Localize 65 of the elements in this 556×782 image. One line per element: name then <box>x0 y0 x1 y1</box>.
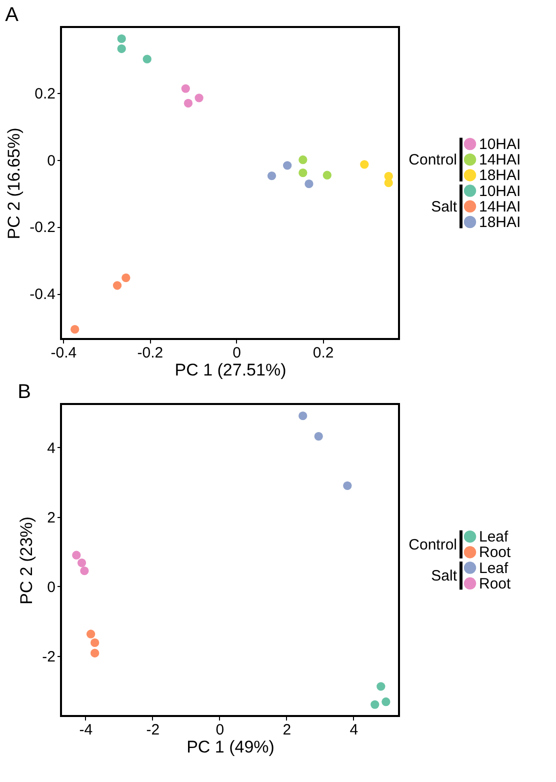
x-tick-label: -4 <box>79 722 93 738</box>
x-axis-title: PC 1 (27.51%) <box>174 360 286 380</box>
x-axis-title: PC 1 (49%) <box>186 738 274 756</box>
point <box>283 161 292 170</box>
legend-label: 14HAI <box>479 152 521 169</box>
point <box>298 155 308 164</box>
point <box>298 411 308 420</box>
point <box>376 682 386 691</box>
point <box>117 34 126 44</box>
text: Salt <box>431 568 458 585</box>
point <box>181 84 190 93</box>
point <box>314 432 323 441</box>
legend-label: 14HAI <box>479 198 521 216</box>
x-tick-label: 4 <box>350 722 358 738</box>
point <box>90 638 100 648</box>
point <box>72 550 81 560</box>
legend-label: Root <box>479 575 512 592</box>
y-tick-label: -2 <box>42 648 56 666</box>
point <box>194 94 204 102</box>
chart-title: B <box>18 381 32 403</box>
text: Control <box>408 536 457 554</box>
x-tick-label: 2 <box>282 722 292 738</box>
y-axis-title: PC 2 (23%) <box>17 516 36 604</box>
x-tick-label: 0.2 <box>312 344 334 362</box>
point <box>384 178 393 188</box>
legend-label: Root <box>479 544 512 562</box>
point <box>360 160 369 169</box>
legend-label: Leaf <box>479 528 510 546</box>
x-tick-label: 0 <box>216 722 224 738</box>
point <box>304 180 314 188</box>
legend-label: 10HAI <box>479 136 521 153</box>
point <box>86 630 96 638</box>
legend-label: 18HAI <box>479 167 521 184</box>
point <box>298 168 308 178</box>
point <box>343 481 352 490</box>
point <box>322 170 332 180</box>
legend-label: 10HAI <box>479 182 521 200</box>
y-tick-label: -0.2 <box>30 219 56 236</box>
point <box>184 98 193 108</box>
point <box>142 54 152 64</box>
point <box>80 566 89 576</box>
x-tick-label: 0 <box>232 344 241 362</box>
point <box>122 273 130 282</box>
legend-label: 18HAI <box>479 214 521 231</box>
y-tick-label: 0 <box>47 152 56 170</box>
x-tick-label: -0.2 <box>137 344 164 362</box>
x-tick-label: -2 <box>146 722 160 738</box>
y-tick-label: -0.4 <box>30 286 56 304</box>
y-tick-label: 4 <box>47 440 56 457</box>
point <box>382 697 390 706</box>
y-tick-label: 2 <box>47 509 56 526</box>
point <box>117 44 126 54</box>
point <box>90 648 100 658</box>
y-tick-label: 0 <box>47 578 56 596</box>
point <box>77 558 86 568</box>
point <box>70 324 80 334</box>
point <box>112 281 122 290</box>
point <box>267 171 276 180</box>
point <box>370 700 380 709</box>
y-tick-label: 0.2 <box>34 85 56 102</box>
legend-label: Leaf <box>479 560 510 577</box>
text: Salt <box>431 198 458 216</box>
text: Control <box>408 152 457 169</box>
y-axis-title: PC 2 (16.65%) <box>4 128 24 240</box>
chart-title: A <box>5 4 20 26</box>
